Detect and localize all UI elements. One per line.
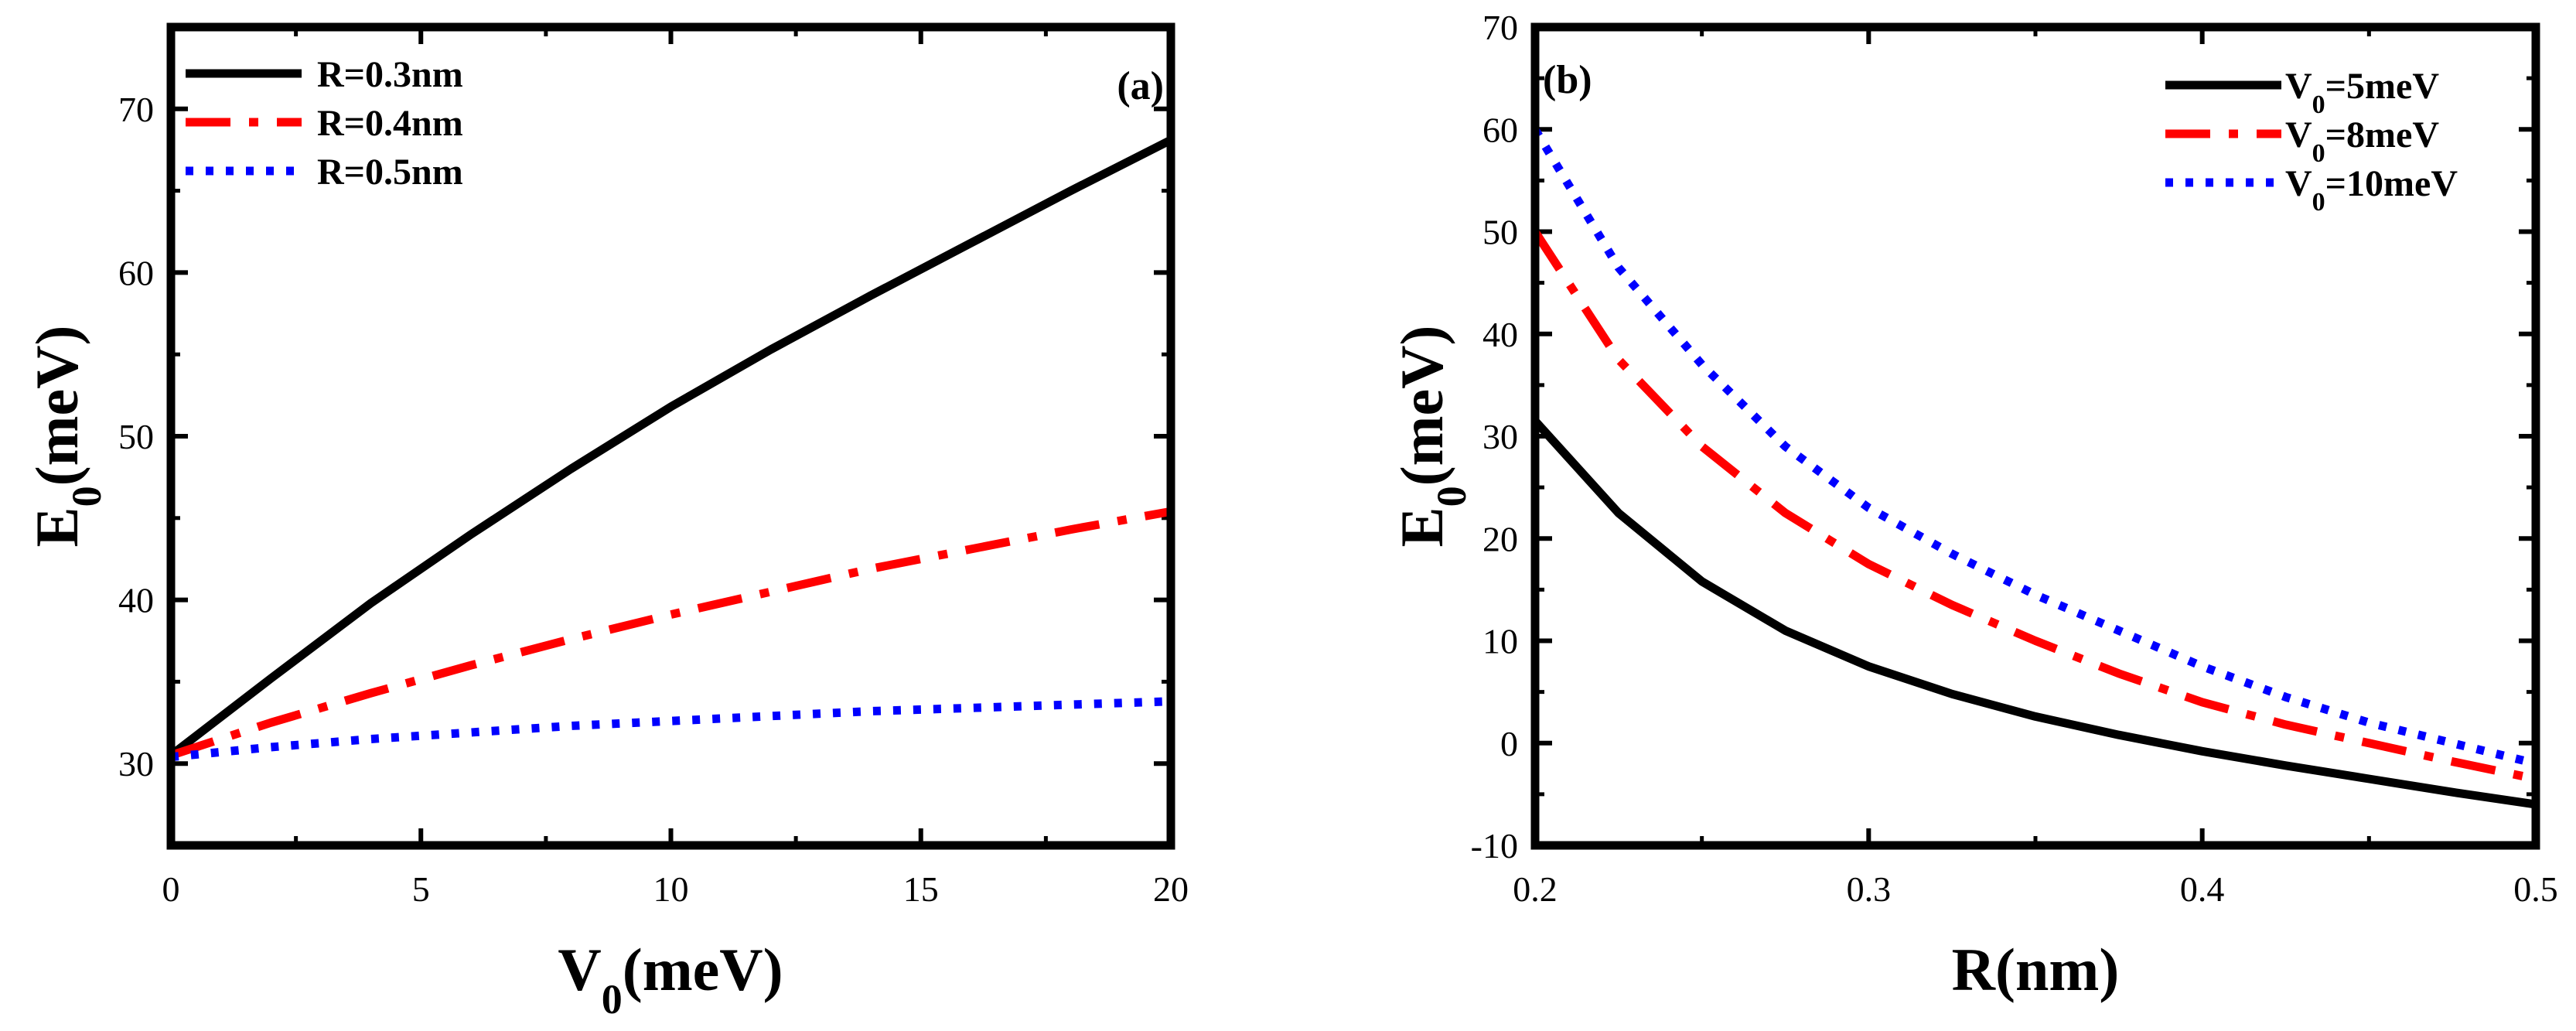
panel-b-legend-label-main: V (2285, 163, 2312, 204)
panel-a-ytick-label: 40 (118, 581, 154, 620)
panel-b-xlabel: R(nm) (1952, 936, 2120, 1003)
panel-b-plot-frame (1530, 22, 2540, 850)
panel-a-xlabel: V0(meV) (558, 936, 783, 1022)
panel-a-xlabel-sub: 0 (602, 976, 623, 1022)
panel-a-xtick-label: 20 (1153, 869, 1189, 909)
panel-a-ylabel: E0(meV) (23, 326, 110, 548)
panel-b-series-2-line (1535, 229, 2536, 783)
panel-b-series-3-line (1535, 127, 2536, 768)
panel-b-ylabel: E0(meV) (1388, 326, 1475, 548)
panel-a-xtick-label: 15 (903, 869, 939, 909)
panel-b-xlabel-main: R(nm) (1952, 936, 2120, 1003)
panel-b-legend-label-rest: =10meV (2325, 163, 2458, 204)
panel-b-ylabel-sub: 0 (1428, 486, 1475, 507)
panel-b-ylabel-main: E (1388, 507, 1455, 547)
panel-a-xtick-label: 0 (162, 869, 180, 909)
panel-a-xlabel-unit: (meV) (623, 936, 783, 1003)
panel-a-xtick-label: 5 (412, 869, 430, 909)
panel-a-ylabel-unit: (meV) (23, 326, 90, 486)
panel-b-legend-label-rest: =8meV (2325, 114, 2440, 155)
panel-b-panel-label: (b) (1543, 58, 1592, 102)
panel-a-xlabel-main: V (558, 936, 601, 1003)
panel-a-legend-label-2: R=0.4nm (317, 103, 463, 144)
panel-b-series-1-line (1535, 418, 2536, 809)
panel-a-ytick-label: 60 (118, 253, 154, 292)
panel-b-ytick-label: 30 (1482, 417, 1518, 456)
panel-b-ytick-label: 10 (1482, 622, 1518, 661)
panel-b: 0.2 0.3 0.4 0.5-10010203040506070V0=5meVV0=… (1388, 8, 2558, 1003)
panel-a: 0 5 10 15 20 30 40 50 60 70 R=0.3nm R=0.4nm R=0.5nm (… (23, 22, 1189, 1022)
panel-a-series-3-line (171, 697, 1171, 762)
panel-a-plot-frame (166, 22, 1175, 850)
panel-a-ylabel-sub: 0 (63, 486, 110, 507)
panel-b-xtick-label: 0.4 (2180, 869, 2225, 909)
panel-b-ytick-label: -10 (1471, 826, 1518, 865)
panel-a-xtick-label: 10 (653, 869, 689, 909)
panel-b-legend-label-2: V0=8meV (2285, 114, 2439, 168)
panel-b-ytick-label: 70 (1482, 8, 1518, 47)
panel-b-xtick-label: 0.3 (1847, 869, 1892, 909)
panel-b-ytick-label: 0 (1500, 724, 1518, 763)
panel-a-panel-label: (a) (1117, 64, 1164, 108)
panel-b-legend-label-main: V (2285, 114, 2312, 155)
panel-a-ytick-label: 50 (118, 417, 154, 456)
panel-b-legend-label-sub: 0 (2312, 90, 2325, 119)
panel-b-legend-label-sub: 0 (2312, 139, 2325, 168)
panel-b-legend-label-sub: 0 (2312, 188, 2325, 217)
panel-b-ylabel-unit: (meV) (1388, 326, 1455, 486)
panel-b-xtick-label: 0.2 (1513, 869, 1558, 909)
panel-a-ylabel-main: E (23, 507, 90, 547)
panel-a-legend-label-3: R=0.5nm (317, 152, 463, 193)
panel-b-legend-label-1: V0=5meV (2285, 66, 2439, 119)
panel-a-series-2-line (171, 507, 1171, 760)
panel-b-legend-label-3: V0=10meV (2285, 163, 2458, 217)
panel-b-xtick-label: 0.5 (2513, 869, 2558, 909)
panel-a-legend-label-1: R=0.3nm (317, 54, 463, 95)
panel-b-legend-label-main: V (2285, 66, 2312, 107)
panel-b-ytick-label: 60 (1482, 110, 1518, 149)
panel-b-ytick-label: 20 (1482, 519, 1518, 558)
panel-b-ytick-label: 50 (1482, 213, 1518, 252)
panel-a-ytick-label: 70 (118, 90, 154, 129)
panel-a-ytick-label: 30 (118, 744, 154, 783)
panel-b-ytick-label: 40 (1482, 315, 1518, 354)
panel-b-legend-label-rest: =5meV (2325, 66, 2440, 107)
panel-a-series-1-line (171, 136, 1171, 759)
